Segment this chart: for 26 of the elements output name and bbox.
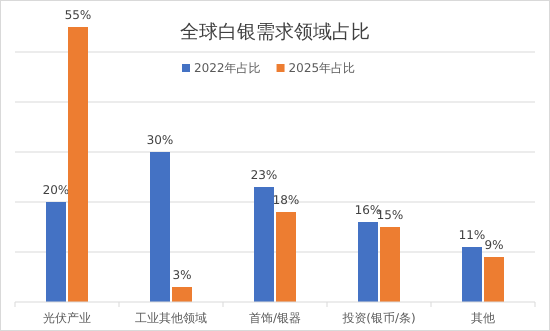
data-label: 30% — [146, 133, 174, 147]
bar — [172, 287, 192, 302]
x-tick-label: 投资(银币/条) — [341, 311, 416, 325]
bar — [68, 27, 88, 302]
bar — [276, 212, 296, 302]
legend-label: 2025年占比 — [288, 61, 356, 75]
bar — [358, 222, 378, 302]
data-label: 9% — [484, 238, 504, 252]
data-label: 23% — [250, 168, 278, 182]
x-tick-label: 工业其他领域 — [135, 311, 207, 325]
bar — [380, 227, 400, 302]
bar — [462, 247, 482, 302]
x-tick-label: 其他 — [471, 311, 495, 325]
bar — [254, 187, 274, 302]
data-label: 11% — [458, 228, 486, 242]
bar — [484, 257, 504, 302]
legend-label: 2022年占比 — [194, 61, 261, 75]
data-label: 3% — [172, 268, 192, 282]
bar — [150, 152, 170, 302]
data-label: 20% — [42, 183, 70, 197]
data-label: 55% — [64, 8, 92, 22]
bar — [46, 202, 66, 302]
x-tick-label: 首饰/银器 — [248, 311, 302, 325]
x-tick-label: 光伏产业 — [43, 311, 91, 325]
data-label: 18% — [272, 193, 300, 207]
title: 全球白银需求领域占比 — [180, 21, 370, 43]
